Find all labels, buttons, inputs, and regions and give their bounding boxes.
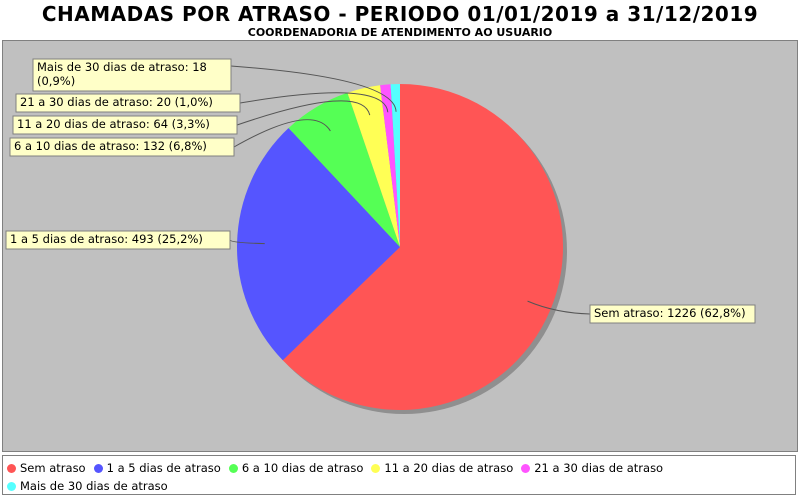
legend-item-2: 6 a 10 dias de atraso: [228, 461, 364, 475]
leader-line-5: [230, 65, 397, 112]
slice-label-0: Sem atraso: 1226 (62,8%): [589, 304, 756, 324]
leader-line-1: [229, 239, 265, 245]
slice-label-box-0: [589, 304, 756, 324]
legend-swatch-3: [371, 463, 381, 473]
pie-slice-1: [237, 128, 400, 361]
legend-item-4: 21 a 30 dias de atraso: [521, 461, 663, 475]
slice-label-text-5-1: (0,9%): [37, 74, 75, 88]
leader-line-4: [239, 92, 389, 113]
slice-label-box-2: [9, 137, 235, 157]
legend-label-1: 1 a 5 dias de atraso: [106, 461, 221, 475]
pie-slice-3: [347, 85, 400, 247]
plot-area: Sem atraso: 1226 (62,8%) 1 a 5 dias de at…: [2, 40, 798, 452]
slice-label-box-4: [15, 93, 241, 113]
slice-label-1: 1 a 5 dias de atraso: 493 (25,2%): [5, 230, 231, 250]
legend-label-2: 6 a 10 dias de atraso: [241, 461, 364, 475]
legend-swatch-2: [228, 463, 238, 473]
slice-label-text-3-0: 11 a 20 dias de atraso: 64 (3,3%): [17, 117, 210, 131]
legend-item-3: 11 a 20 dias de atraso: [371, 461, 513, 475]
slice-label-text-2-0: 6 a 10 dias de atraso: 132 (6,8%): [14, 139, 207, 153]
slice-label-text-1-0: 1 a 5 dias de atraso: 493 (25,2%): [10, 232, 203, 246]
legend-item-5: Mais de 30 dias de atraso: [7, 479, 168, 493]
pie-slice-4: [380, 84, 400, 247]
slice-label-box-5: [32, 58, 232, 92]
pie-chart: Sem atraso: 1226 (62,8%) 1 a 5 dias de at…: [5, 58, 756, 414]
legend-item-1: 1 a 5 dias de atraso: [93, 461, 221, 475]
legend-label-5: Mais de 30 dias de atraso: [20, 479, 168, 493]
legend-swatch-5: [7, 481, 16, 491]
chart-subtitle: COORDENADORIA DE ATENDIMENTO AO USUARIO: [247, 26, 553, 39]
legend: Sem atraso 1 a 5 dias de atraso 6 a 10 dia…: [2, 455, 796, 495]
legend-item-0: Sem atraso: [7, 461, 86, 475]
legend-swatch-1: [93, 463, 103, 473]
slice-label-2: 6 a 10 dias de atraso: 132 (6,8%): [9, 137, 235, 157]
leader-line-3: [236, 100, 371, 126]
legend-swatch-0: [7, 463, 16, 473]
slice-label-text-0-0: Sem atraso: 1226 (62,8%): [594, 306, 746, 320]
legend-swatch-4: [521, 463, 531, 473]
pie-slice-2: [288, 92, 400, 247]
leader-line-0: [527, 300, 591, 315]
leader-line-2: [233, 119, 331, 148]
slice-label-4: 21 a 30 dias de atraso: 20 (1,0%): [15, 93, 241, 113]
slice-label-box-1: [5, 230, 231, 250]
slice-label-5: Mais de 30 dias de atraso: 18(0,9%): [32, 58, 232, 92]
legend-label-4: 21 a 30 dias de atraso: [534, 461, 664, 475]
chart-title: CHAMADAS POR ATRASO - PERIODO 01/01/2019…: [41, 2, 759, 26]
pie-slice-0: [282, 84, 563, 411]
pie-slice-5: [390, 84, 400, 247]
slice-label-3: 11 a 20 dias de atraso: 64 (3,3%): [12, 115, 238, 135]
slice-label-text-5-0: Mais de 30 dias de atraso: 18: [37, 60, 207, 74]
legend-label-0: Sem atraso: [20, 461, 86, 475]
legend-label-3: 11 a 20 dias de atraso: [384, 461, 514, 475]
slice-label-box-3: [12, 115, 238, 135]
slice-label-text-4-0: 21 a 30 dias de atraso: 20 (1,0%): [20, 95, 213, 109]
